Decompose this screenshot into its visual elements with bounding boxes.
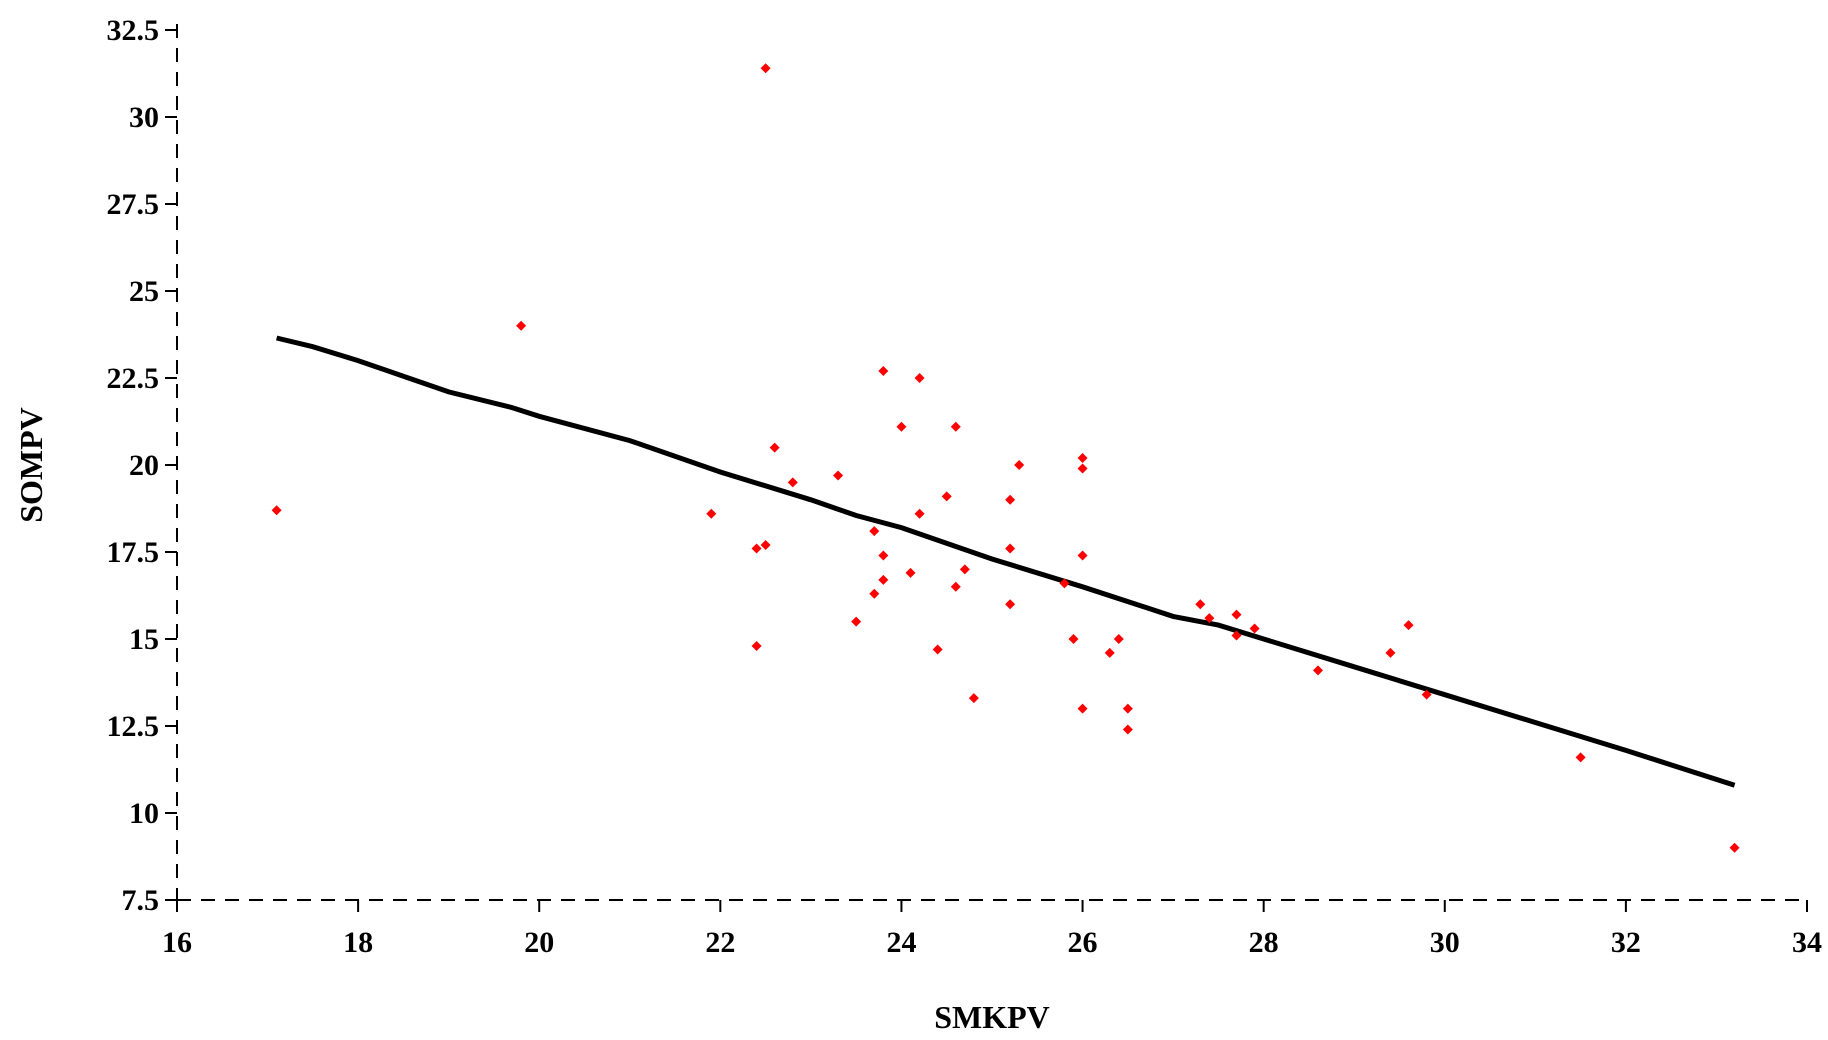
data-point (932, 644, 943, 655)
trend-line-layer (276, 335, 1736, 788)
data-point (516, 320, 527, 331)
trend-line (276, 335, 1736, 788)
y-tick-label: 20 (129, 449, 159, 482)
data-point (914, 508, 925, 519)
data-point (833, 470, 844, 481)
y-axis-title: SOMPV (13, 407, 49, 523)
y-tick-label: 15 (129, 623, 159, 656)
x-tick-label: 16 (162, 926, 192, 959)
data-point (950, 421, 961, 432)
x-tick-label: 20 (524, 926, 554, 959)
data-point (1068, 634, 1079, 644)
x-axis-title: SMKPV (934, 999, 1050, 1035)
y-tick-label: 12.5 (107, 710, 160, 743)
data-point (959, 564, 970, 575)
y-tick-label: 22.5 (107, 362, 160, 395)
data-point (751, 640, 762, 651)
data-point (1005, 494, 1016, 505)
data-point (1231, 609, 1242, 620)
y-tick-label: 32.5 (107, 14, 160, 47)
data-point (706, 508, 717, 519)
data-point (1729, 842, 1740, 853)
x-tick-label: 24 (886, 926, 916, 959)
x-tick-label: 26 (1068, 926, 1098, 959)
data-point (1313, 665, 1323, 676)
data-point (896, 421, 907, 432)
data-point (1014, 460, 1025, 470)
data-point (1077, 463, 1088, 474)
data-point (1231, 630, 1242, 641)
data-point (769, 442, 780, 453)
data-point (787, 477, 798, 488)
y-tick-label: 27.5 (107, 188, 160, 221)
data-point (950, 581, 961, 592)
y-tick-label: 30 (129, 101, 159, 134)
data-point (1195, 599, 1206, 610)
data-point (968, 693, 979, 704)
data-point (1077, 453, 1088, 464)
data-point (1249, 623, 1260, 634)
data-point (869, 588, 880, 599)
y-tick-label: 10 (129, 797, 159, 830)
y-tick-label: 25 (129, 275, 159, 308)
data-point (1122, 724, 1133, 735)
data-point (878, 366, 889, 377)
data-point (1077, 703, 1088, 714)
data-point (1005, 599, 1016, 610)
x-tick-label: 28 (1249, 926, 1279, 959)
data-point (1077, 550, 1088, 561)
x-tick-label: 32 (1611, 926, 1641, 959)
data-points (271, 63, 1740, 853)
x-tick-label: 18 (343, 926, 373, 959)
data-point (1204, 613, 1215, 624)
data-point (914, 373, 925, 383)
data-point (1005, 543, 1016, 554)
data-point (1403, 620, 1414, 631)
y-tick-label: 17.5 (107, 536, 160, 569)
data-point (941, 491, 952, 502)
data-point (1575, 752, 1586, 763)
y-tick-label: 7.5 (122, 884, 160, 917)
data-point (1385, 647, 1396, 658)
data-point (1104, 647, 1115, 658)
x-tick-label: 30 (1430, 926, 1460, 959)
data-point (271, 505, 282, 516)
data-point (851, 616, 862, 627)
data-point (878, 574, 889, 585)
data-point (905, 567, 916, 578)
data-point (869, 526, 880, 537)
axes: 16 18 20 22 24 26 28 30 32 34 7.5 10 12.5 15 17.5 20 22.… (107, 14, 1823, 959)
data-point (1113, 634, 1124, 644)
data-point (878, 550, 889, 561)
x-tick-label: 34 (1792, 926, 1822, 959)
data-point (1421, 689, 1432, 700)
data-point (751, 543, 762, 554)
x-tick-label: 22 (705, 926, 735, 959)
data-point (760, 540, 771, 551)
data-point (760, 63, 771, 74)
data-point (1059, 578, 1070, 589)
data-point (1122, 703, 1133, 714)
